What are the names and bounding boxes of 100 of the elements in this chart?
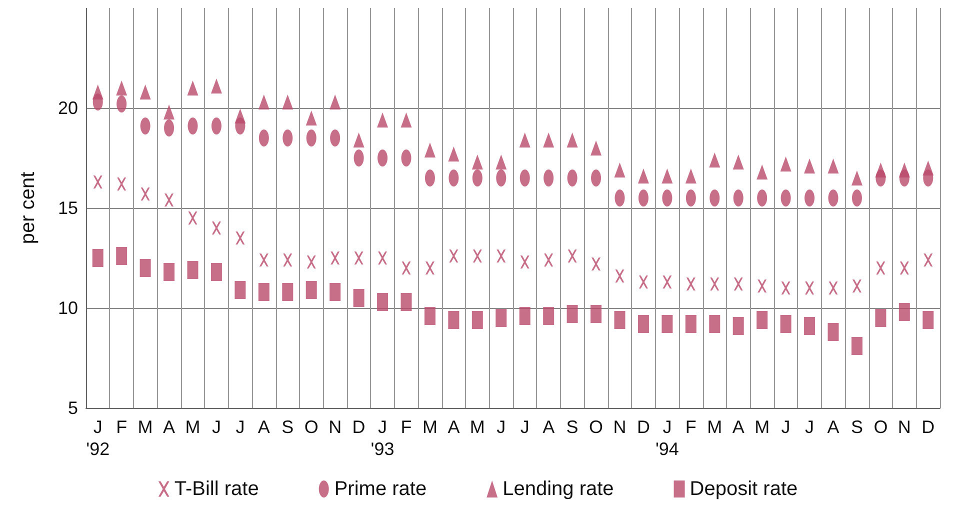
x-tick-label: A bbox=[542, 417, 555, 437]
point bbox=[496, 250, 506, 262]
x-tick-label: J '92 bbox=[86, 417, 110, 459]
x-tick-label: J bbox=[212, 417, 221, 437]
point bbox=[140, 188, 150, 200]
point bbox=[734, 278, 743, 290]
point bbox=[282, 94, 294, 110]
point bbox=[448, 146, 460, 162]
y-tick-label: 5 bbox=[68, 398, 78, 418]
point bbox=[140, 84, 151, 100]
point bbox=[424, 142, 436, 158]
x-tick-label: J bbox=[520, 417, 530, 437]
point bbox=[852, 280, 862, 292]
point bbox=[164, 104, 175, 120]
point bbox=[472, 250, 482, 262]
point bbox=[378, 252, 388, 264]
x-tick-label: M bbox=[470, 417, 485, 437]
point bbox=[496, 154, 507, 170]
point bbox=[117, 178, 126, 190]
x-tick-label: O bbox=[874, 417, 888, 437]
point bbox=[638, 168, 649, 184]
x-tick-label: O bbox=[304, 417, 318, 437]
point bbox=[544, 254, 554, 266]
point bbox=[900, 262, 909, 274]
point bbox=[425, 262, 434, 274]
point bbox=[259, 254, 268, 266]
x-tick-label: M bbox=[754, 417, 770, 437]
point bbox=[330, 94, 341, 110]
point bbox=[732, 154, 744, 170]
x-tick-label: S bbox=[566, 417, 578, 437]
x-tick-label: N bbox=[328, 417, 342, 437]
point bbox=[306, 256, 316, 268]
x-tick-label: N bbox=[613, 417, 626, 437]
point bbox=[709, 152, 720, 168]
point bbox=[543, 132, 554, 148]
x-tick-label: J bbox=[496, 417, 506, 437]
x-tick-label: M bbox=[185, 417, 200, 437]
point bbox=[283, 254, 292, 266]
point bbox=[354, 252, 364, 264]
point bbox=[116, 80, 128, 96]
point bbox=[93, 176, 102, 188]
point bbox=[353, 132, 364, 148]
y-tick-label: 10 bbox=[58, 298, 78, 318]
point bbox=[306, 110, 317, 126]
point bbox=[614, 162, 626, 178]
point bbox=[164, 194, 174, 206]
x-tick-label: S bbox=[282, 417, 294, 437]
point bbox=[780, 156, 792, 172]
point bbox=[781, 282, 790, 294]
x-tick-label: S bbox=[850, 417, 863, 437]
point bbox=[851, 170, 862, 186]
point bbox=[402, 262, 411, 274]
legend-label: Prime rate bbox=[334, 478, 427, 500]
x-tick-label: A bbox=[163, 417, 176, 437]
point bbox=[662, 168, 673, 184]
x-tick-label: J bbox=[236, 417, 245, 437]
x-tick-label: F bbox=[400, 417, 412, 437]
point bbox=[685, 168, 696, 184]
point bbox=[520, 256, 530, 268]
x-tick-label: N bbox=[898, 417, 911, 437]
point bbox=[188, 212, 198, 224]
legend-label: T-Bill rate bbox=[174, 478, 259, 500]
point bbox=[804, 158, 816, 174]
point bbox=[234, 108, 246, 124]
point bbox=[662, 276, 672, 288]
x-tick-label: D bbox=[352, 417, 366, 437]
legend-label: Lending rate bbox=[502, 478, 614, 500]
point bbox=[592, 258, 601, 270]
y-tick-label: 20 bbox=[58, 98, 78, 118]
point bbox=[876, 262, 886, 274]
point bbox=[924, 254, 933, 266]
point bbox=[330, 252, 340, 264]
point bbox=[449, 250, 458, 262]
point bbox=[686, 278, 696, 290]
x-tick-label: A bbox=[258, 417, 270, 437]
point bbox=[638, 276, 648, 288]
x-tick-label: J bbox=[781, 417, 790, 437]
x-tick-label: F bbox=[116, 417, 128, 437]
y-axis-title: per cent bbox=[17, 171, 39, 244]
point bbox=[92, 84, 104, 100]
x-tick-label: A bbox=[448, 417, 460, 437]
point bbox=[212, 222, 221, 234]
x-tick-label: M bbox=[138, 417, 153, 437]
point bbox=[805, 282, 814, 294]
point bbox=[519, 132, 530, 148]
x-tick-label: A bbox=[827, 417, 840, 437]
x-tick-label: J '94 bbox=[655, 417, 679, 459]
point bbox=[922, 160, 934, 176]
x-tick-label: F bbox=[685, 417, 696, 437]
point bbox=[615, 270, 624, 282]
point bbox=[828, 282, 838, 294]
point bbox=[377, 112, 388, 128]
point bbox=[756, 164, 768, 180]
point bbox=[258, 94, 270, 110]
x-tick-label: J bbox=[805, 417, 814, 437]
x-tick-label: D bbox=[636, 417, 650, 437]
y-tick-label: 15 bbox=[58, 198, 78, 218]
x-tick-label: J '93 bbox=[370, 417, 394, 459]
point bbox=[400, 112, 412, 128]
point bbox=[236, 232, 245, 244]
